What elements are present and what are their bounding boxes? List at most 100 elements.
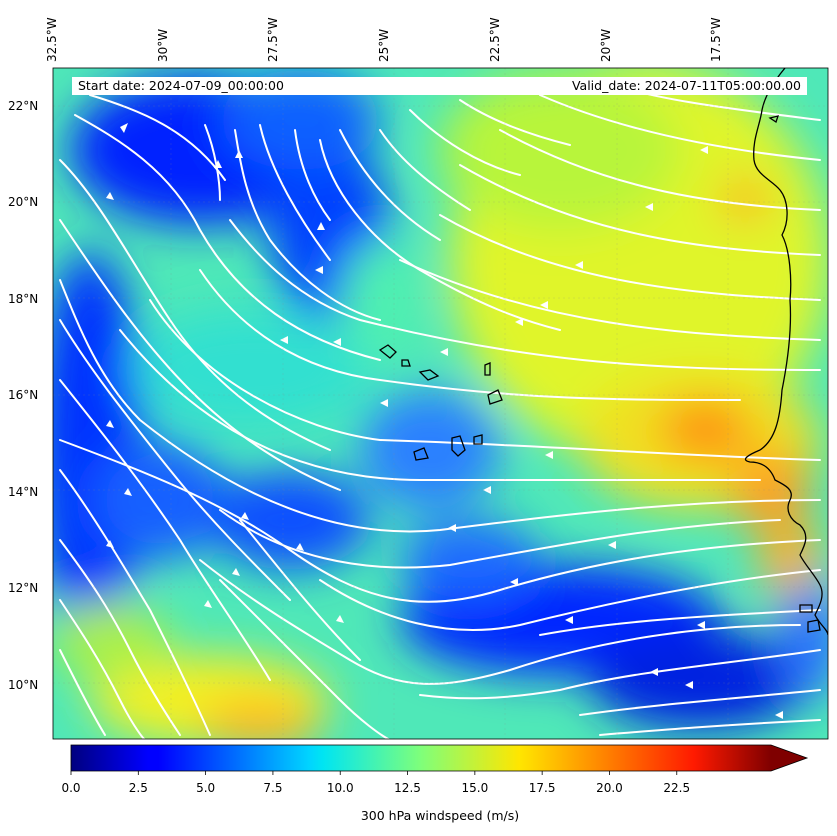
latitude-tick-label: 20°N — [8, 195, 39, 210]
colorbar-ticks — [70, 771, 678, 775]
streamline — [89, 94, 226, 181]
streamline — [59, 649, 106, 736]
arrow-icon — [315, 266, 323, 274]
colorbar-tick-label: 0.0 — [61, 781, 81, 795]
streamline — [219, 509, 781, 569]
gridlines — [53, 68, 828, 739]
streamline — [499, 129, 821, 211]
colorbar-tick-label: 5.0 — [196, 781, 216, 795]
arrow-icon — [645, 203, 653, 211]
arrow-icon — [565, 616, 573, 624]
streamline — [239, 519, 361, 661]
arrow-icon — [232, 568, 240, 576]
island — [799, 604, 813, 613]
streamline — [59, 219, 341, 491]
streamline — [409, 109, 521, 176]
streamline — [419, 649, 821, 700]
arrow-icon — [106, 540, 114, 548]
arrow-icon — [106, 192, 114, 200]
streamline — [399, 259, 821, 341]
map-frame — [52, 67, 829, 740]
island — [487, 389, 503, 405]
arrow-icon — [120, 123, 128, 133]
valid-date-label: Valid_date: 2024-07-11T05:00:00.00 — [571, 78, 801, 93]
longitude-tick-label: 25°W — [377, 28, 392, 62]
colorbar-tick-label: 7.5 — [263, 781, 283, 795]
start-date-label: Start date: 2024-07-09_00:00:00 — [78, 78, 284, 93]
arrow-icon — [317, 222, 325, 230]
streamline — [199, 559, 801, 685]
streamline — [119, 329, 761, 482]
colorbar-tick-label: 10.0 — [326, 781, 354, 795]
latitude-tick-label: 18°N — [8, 291, 39, 306]
colorbar-tick-label: 2.5 — [128, 781, 148, 795]
longitude-tick-label: 27.5°W — [266, 17, 281, 62]
streamline — [59, 319, 291, 601]
streamline — [59, 599, 146, 739]
windspeed-field — [53, 68, 828, 739]
streamline — [234, 129, 381, 321]
streamline — [319, 569, 821, 631]
streamline — [379, 129, 471, 211]
island — [418, 369, 440, 381]
arrow-icon — [575, 261, 583, 269]
date-info-box: Start date: 2024-07-09_00:00:00 Valid_da… — [72, 77, 807, 95]
streamline — [199, 269, 741, 401]
arrow-icon — [448, 524, 456, 532]
arrow-icon — [280, 336, 288, 344]
streamline — [219, 579, 391, 739]
streamline — [599, 719, 821, 736]
colorbar-tick-label: 15.0 — [461, 781, 489, 795]
arrow-icon — [700, 146, 708, 154]
arrow-icon — [214, 160, 222, 168]
arrow-icon — [235, 150, 243, 158]
arrow-icon — [336, 615, 344, 623]
streamline — [459, 99, 571, 146]
island — [401, 359, 411, 367]
arrow-icon — [241, 512, 249, 520]
coastline — [378, 68, 828, 636]
island — [413, 447, 429, 461]
latitude-tick-label: 14°N — [8, 484, 39, 499]
streamline — [439, 214, 821, 301]
streamline — [579, 689, 821, 716]
streamline — [294, 129, 331, 221]
colorbar-tick-label: 20.0 — [596, 781, 623, 795]
arrow-icon — [204, 600, 212, 608]
streamline — [339, 129, 441, 241]
longitude-tick-label: 32.5°W — [45, 17, 59, 62]
streamlines — [59, 79, 821, 739]
arrow-icon — [650, 668, 658, 676]
arrow-icon — [333, 338, 341, 346]
streamline — [459, 164, 821, 256]
island — [378, 344, 397, 359]
streamline — [539, 609, 821, 636]
streamline — [319, 139, 561, 331]
island — [473, 434, 483, 445]
island — [484, 362, 491, 376]
colorbar — [70, 744, 809, 772]
longitude-tick-label: 17.5°W — [709, 17, 724, 62]
arrow-icon — [483, 486, 491, 494]
colorbar-gradient — [71, 745, 771, 771]
colorbar-tick-label: 22.5 — [663, 781, 691, 795]
island — [451, 435, 466, 457]
arrow-icon — [380, 399, 388, 407]
arrow-icon — [106, 420, 114, 428]
island — [807, 619, 821, 633]
streamline — [74, 114, 381, 361]
arrow-icon — [540, 301, 548, 309]
latitude-tick-label: 12°N — [8, 581, 39, 596]
longitude-tick-label: 20°W — [598, 28, 613, 62]
latitude-tick-label: 22°N — [8, 98, 39, 113]
streamline — [229, 219, 821, 371]
arrow-icon — [296, 543, 304, 551]
streamline — [59, 279, 821, 533]
streamline — [149, 299, 821, 461]
latitude-tick-label: 10°N — [8, 677, 39, 692]
streamline — [539, 94, 821, 161]
colorbar-label: 300 hPa windspeed (m/s) — [360, 808, 520, 823]
arrow-icon — [440, 348, 448, 356]
colorbar-extend-arrow — [771, 745, 807, 771]
